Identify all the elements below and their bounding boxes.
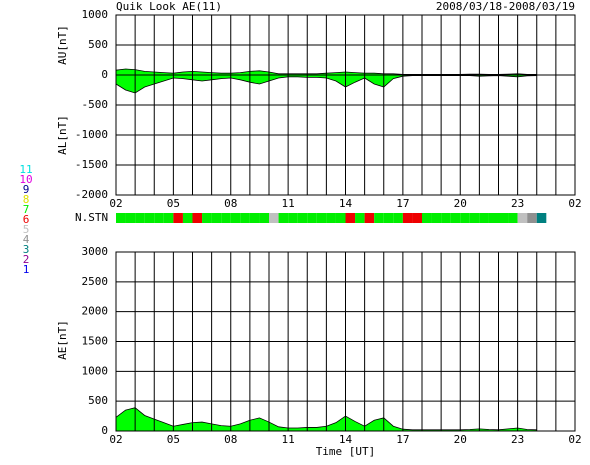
n-stn-segment [221,213,231,223]
n-stn-segment [460,213,470,223]
legend-entry: 1 [23,263,30,276]
y-tick-label: 1500 [82,335,109,348]
n-stn-segment [422,213,432,223]
y-axis-label: AE[nT] [56,320,69,360]
area [116,75,537,93]
y-tick-label: 1000 [82,8,109,21]
n-stn-segment [135,213,145,223]
n-stn-segment [402,213,413,223]
y-tick-label: -500 [82,98,109,111]
n-stn-segment [240,213,250,223]
x-tick-label: 20 [454,433,467,446]
x-tick-label: 14 [339,197,353,210]
legend-entry: 7 [23,203,30,216]
x-tick-label: 23 [511,197,524,210]
legend-entry: 3 [23,243,30,256]
x-tick-label: 08 [224,433,237,446]
n-stn-label: N.STN [75,211,108,224]
x-tick-label: 23 [511,433,524,446]
n-stn-segment [116,213,126,223]
n-stn-segment [383,213,394,223]
y-axis-label: AU[nT] [56,25,69,65]
n-stn-segment [355,213,365,223]
y-tick-label: 500 [88,394,108,407]
y-tick-label: -2000 [75,188,108,201]
x-tick-label: 08 [224,197,237,210]
n-stn-segment [393,213,403,223]
y-tick-label: -1000 [75,128,108,141]
n-stn-segment [154,213,164,223]
n-stn-segment [182,213,193,223]
n-stn-segment [259,213,269,223]
n-stn-segment [412,213,422,223]
x-tick-label: 02 [568,197,581,210]
n-stn-segment [479,213,489,223]
n-stn-segment [450,213,461,223]
n-stn-segment [345,213,356,223]
y-tick-label: 2000 [82,305,109,318]
n-stn-segment [211,213,222,223]
n-stn-segment [202,213,212,223]
legend-entry: 4 [23,233,30,246]
y-tick-label: 0 [101,424,108,437]
y-tick-label: 0 [101,68,108,81]
x-tick-label: 02 [109,433,122,446]
x-tick-label: 05 [167,197,180,210]
plot-frame [115,251,576,432]
x-tick-label: 11 [282,197,295,210]
n-stn-segment [498,213,509,223]
n-stn-segment [278,213,289,223]
n-stn-segment [192,213,203,223]
legend-entry: 5 [23,223,30,236]
legend-entry: 6 [23,213,30,226]
y-tick-label: 3000 [82,245,109,258]
y-tick-label: 1000 [82,364,109,377]
date-range: 2008/03/18-2008/03/19 [436,0,575,13]
n-stn-segment [316,213,327,223]
x-tick-label: 17 [396,197,409,210]
n-stn-segment [488,213,499,223]
x-tick-label: 02 [568,433,581,446]
x-tick-label: 17 [396,433,409,446]
n-stn-segment [125,213,136,223]
legend-entry: 10 [19,173,32,186]
x-axis-label: Time [UT] [316,445,376,458]
n-stn-segment [249,213,260,223]
n-stn-segment [163,213,174,223]
n-stn-segment [508,213,518,223]
n-stn-segment [326,213,336,223]
n-stn-segment [431,213,442,223]
n-stn-segment [297,213,308,223]
x-tick-label: 14 [339,433,353,446]
n-stn-segment [335,213,346,223]
legend-entry: 9 [23,183,30,196]
y-tick-label: 2500 [82,275,109,288]
n-stn-segment [517,213,528,223]
n-stn-segment [374,213,384,223]
n-stn-segment [536,213,547,223]
legend-entry: 8 [23,193,30,206]
n-stn-segment [230,213,241,223]
y-axis-label: AL[nT] [56,115,69,155]
x-tick-label: 02 [109,197,122,210]
n-stn-segment [441,213,451,223]
n-stn-segment [364,213,375,223]
legend-entry: 2 [23,253,30,266]
n-stn-segment [288,213,298,223]
n-stn-segment [144,213,155,223]
y-tick-label: -1500 [75,158,108,171]
x-tick-label: 20 [454,197,467,210]
n-stn-segment [527,213,537,223]
x-tick-label: 05 [167,433,180,446]
legend-entry: 11 [19,163,32,176]
n-stn-segment [469,213,480,223]
n-stn-segment [307,213,317,223]
plot-frame [115,14,576,196]
y-tick-label: 500 [88,38,108,51]
n-stn-segment [269,213,279,223]
chart-title: Quik Look AE(11) [116,0,222,13]
n-stn-segment [173,213,183,223]
x-tick-label: 11 [282,433,295,446]
